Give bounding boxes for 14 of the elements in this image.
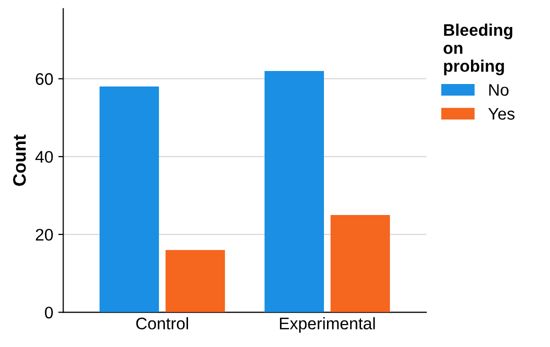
bar [264, 70, 324, 312]
x-tick-label: Control [136, 317, 188, 330]
legend-title: Bleeding on probing [444, 24, 512, 76]
y-tick-label: 0 [44, 306, 53, 319]
legend-label: No [489, 84, 509, 96]
y-axis-title: Count [13, 134, 26, 186]
bar [100, 86, 159, 312]
y-tick-label: 20 [36, 228, 53, 241]
bar [330, 214, 390, 312]
y-tick-label: 60 [36, 73, 53, 85]
bar [166, 250, 225, 312]
legend-label: Yes [488, 108, 515, 120]
y-tick-label: 40 [35, 150, 53, 163]
x-tick-label: Experimental [280, 317, 375, 333]
